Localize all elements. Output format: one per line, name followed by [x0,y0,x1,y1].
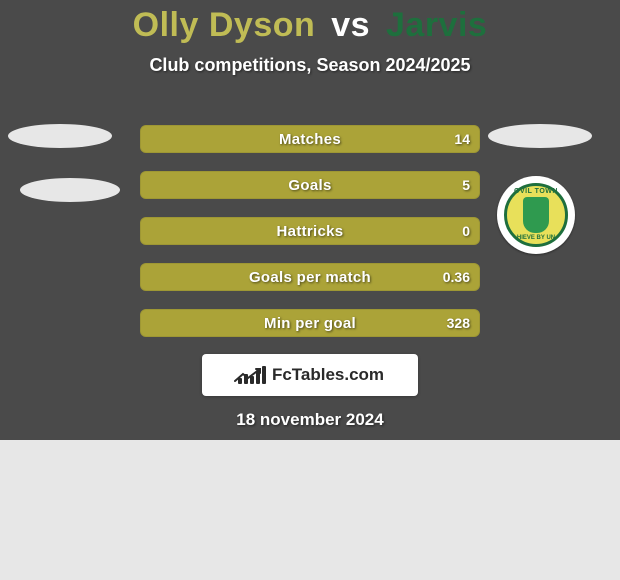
stat-row: Goals5 [140,171,480,199]
subtitle: Club competitions, Season 2024/2025 [0,55,620,76]
stat-value-right: 5 [462,171,470,199]
title-vs: vs [331,6,370,44]
right-oval [488,124,592,148]
title-player1: Olly Dyson [133,6,316,44]
placeholder-oval [20,178,120,202]
content-area: Olly Dyson vs Jarvis Club competitions, … [0,0,620,440]
canvas: Olly Dyson vs Jarvis Club competitions, … [0,0,620,580]
club-badge-inner: OVIL TOWN HIEVE BY UN [504,183,568,247]
stat-row: Goals per match0.36 [140,263,480,291]
page-title: Olly Dyson vs Jarvis [0,0,620,45]
title-player2: Jarvis [386,6,487,44]
stat-value-right: 0 [462,217,470,245]
lower-blank-area [0,440,620,580]
date-line: 18 november 2024 [0,410,620,430]
stat-label: Hattricks [140,217,480,245]
bar-chart-icon [236,366,266,384]
brand-logo-box: FcTables.com [202,354,418,396]
stat-value-right: 328 [447,309,470,337]
stat-value-right: 14 [454,125,470,153]
stat-row: Min per goal328 [140,309,480,337]
brand-text: FcTables.com [272,365,384,385]
stat-label: Goals per match [140,263,480,291]
stat-label: Goals [140,171,480,199]
stat-label: Min per goal [140,309,480,337]
club-badge: OVIL TOWN HIEVE BY UN [497,176,575,254]
badge-text-top: OVIL TOWN [507,188,565,195]
stat-rows: Matches14 Goals5 Hattricks0 Goals per match… [140,125,480,355]
badge-shield-icon [523,197,549,233]
placeholder-oval [8,124,112,148]
stat-row: Matches14 [140,125,480,153]
stat-row: Hattricks0 [140,217,480,245]
stat-label: Matches [140,125,480,153]
stat-value-right: 0.36 [443,263,470,291]
badge-text-bottom: HIEVE BY UN [507,235,565,241]
